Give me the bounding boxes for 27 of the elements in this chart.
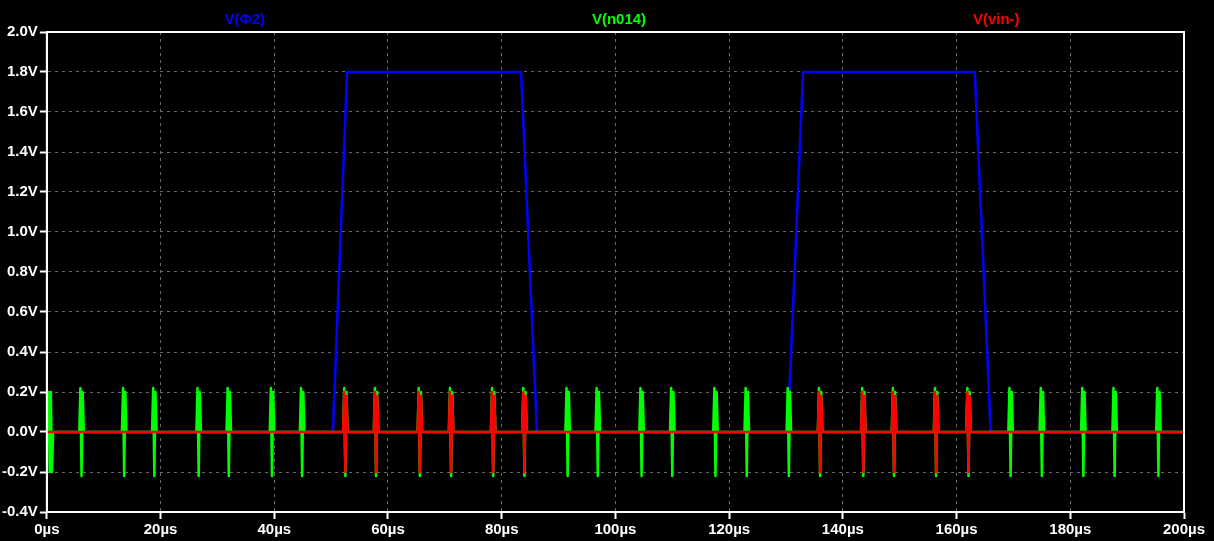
x-tick-label: 200µs	[1162, 520, 1206, 538]
y-tick-label: 0.6V	[6, 302, 38, 320]
x-tick-label: 160µs	[935, 520, 978, 538]
text: V(n014)	[591, 10, 647, 27]
x-tick-label: 60µs	[371, 520, 405, 538]
y-tick-label: 0.0V	[6, 422, 38, 440]
y-tick-label: 0.2V	[6, 382, 38, 400]
y-tick-label: -0.4V	[1, 502, 38, 520]
x-tick-label: 100µs	[594, 520, 637, 538]
y-tick-label: 0.4V	[6, 342, 38, 360]
x-tick-label: 0µs	[34, 520, 60, 538]
x-tick-label: 120µs	[708, 520, 751, 538]
y-tick-label: 1.0V	[6, 222, 38, 240]
text: V(Φ2)	[224, 10, 266, 27]
y-tick-label: 2.0V	[6, 22, 38, 40]
x-tick-label: 20µs	[143, 520, 178, 538]
x-tick-label: 80µs	[484, 520, 519, 538]
y-tick-label: -0.2V	[1, 462, 38, 480]
y-tick-label: 0.8V	[6, 262, 38, 280]
x-tick-label: 40µs	[257, 520, 292, 538]
y-tick-label: 1.6V	[6, 102, 38, 120]
y-tick-label: 1.8V	[6, 62, 38, 80]
y-tick-label: 1.2V	[6, 182, 38, 200]
x-tick-label: 180µs	[1049, 520, 1092, 538]
y-tick-label: 1.4V	[6, 142, 38, 160]
text: V(vin-)	[972, 10, 1020, 27]
x-tick-label: 140µs	[821, 520, 864, 538]
